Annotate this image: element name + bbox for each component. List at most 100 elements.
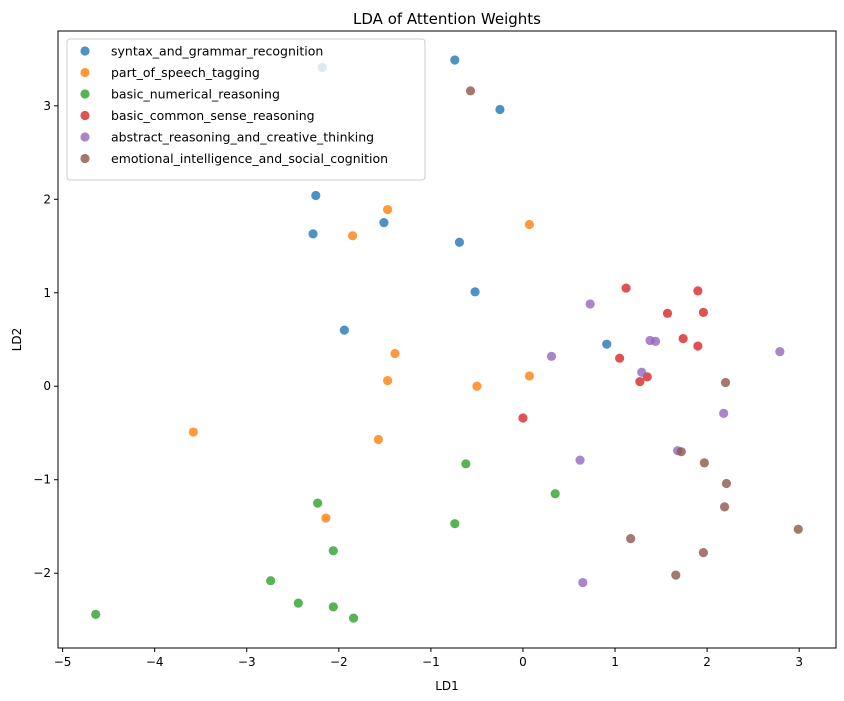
legend-label: basic_numerical_reasoning bbox=[111, 87, 280, 102]
data-point bbox=[676, 447, 686, 457]
data-point bbox=[373, 434, 384, 445]
data-point bbox=[472, 381, 482, 391]
x-tick-label: −1 bbox=[422, 655, 440, 669]
data-point bbox=[719, 502, 730, 512]
x-tick-label: 0 bbox=[519, 655, 527, 669]
data-point bbox=[308, 229, 318, 239]
data-point bbox=[699, 458, 709, 468]
data-point bbox=[348, 613, 359, 623]
legend-marker bbox=[80, 132, 90, 142]
data-point bbox=[293, 598, 303, 608]
data-point bbox=[518, 413, 528, 423]
legend-item: abstract_reasoning_and_creative_thinking bbox=[80, 130, 374, 145]
x-tick-label: −4 bbox=[146, 655, 164, 669]
data-point bbox=[91, 609, 101, 619]
data-point bbox=[348, 231, 358, 241]
data-point bbox=[524, 219, 535, 230]
legend: syntax_and_grammar_recognition part_of_sp… bbox=[66, 38, 426, 181]
x-axis-label: LD1 bbox=[435, 679, 459, 693]
legend-item: emotional_intelligence_and_social_cognit… bbox=[80, 151, 388, 166]
y-axis: −2 −1 0 1 2 3 bbox=[33, 99, 58, 580]
data-point bbox=[698, 548, 709, 558]
legend-label: part_of_speech_tagging bbox=[111, 65, 260, 80]
data-point bbox=[635, 376, 645, 387]
legend-item: syntax_and_grammar_recognition bbox=[80, 44, 323, 59]
x-tick-label: 1 bbox=[611, 655, 619, 669]
data-point bbox=[719, 408, 729, 418]
data-point bbox=[662, 308, 673, 318]
data-point bbox=[328, 602, 338, 612]
y-axis-label: LD2 bbox=[10, 328, 24, 352]
data-point bbox=[546, 351, 557, 361]
x-tick-label: 2 bbox=[703, 655, 711, 669]
data-point bbox=[678, 333, 688, 344]
y-tick-label: 0 bbox=[43, 379, 51, 393]
series-part_of_speech_tagging bbox=[188, 204, 535, 523]
data-point bbox=[321, 513, 331, 523]
data-point bbox=[461, 459, 471, 469]
data-point bbox=[793, 524, 803, 534]
legend-label: emotional_intelligence_and_social_cognit… bbox=[111, 151, 388, 166]
series-basic_numerical_reasoning bbox=[91, 459, 560, 623]
data-point bbox=[698, 307, 709, 317]
data-point bbox=[313, 498, 323, 508]
data-point bbox=[578, 577, 588, 588]
legend-item: part_of_speech_tagging bbox=[80, 65, 260, 80]
series-syntax_and_grammar_recognition bbox=[308, 55, 612, 349]
data-point bbox=[575, 455, 585, 465]
data-point bbox=[379, 218, 389, 228]
y-tick-label: −1 bbox=[33, 473, 51, 487]
data-point bbox=[721, 478, 732, 489]
data-point bbox=[495, 104, 505, 115]
legend-label: abstract_reasoning_and_creative_thinking bbox=[111, 130, 374, 145]
legend-label: basic_common_sense_reasoning bbox=[111, 108, 315, 123]
x-tick-label: −2 bbox=[330, 655, 348, 669]
data-point bbox=[383, 376, 393, 386]
data-point bbox=[671, 570, 681, 580]
x-tick-label: 3 bbox=[795, 655, 803, 669]
data-point bbox=[465, 86, 476, 96]
y-tick-label: −2 bbox=[33, 566, 51, 580]
legend-marker bbox=[80, 153, 90, 164]
data-point bbox=[720, 377, 731, 388]
data-point bbox=[650, 336, 661, 346]
data-point bbox=[775, 347, 785, 357]
data-point bbox=[383, 204, 393, 215]
data-point bbox=[328, 546, 338, 556]
y-tick-label: 1 bbox=[43, 286, 51, 300]
legend-box bbox=[66, 38, 426, 181]
data-point bbox=[450, 519, 460, 529]
legend-marker bbox=[80, 67, 90, 78]
data-point bbox=[524, 371, 535, 381]
data-point bbox=[602, 339, 612, 349]
plot-frame bbox=[57, 30, 837, 649]
data-point bbox=[266, 576, 276, 586]
data-point bbox=[626, 534, 636, 544]
legend-item: basic_common_sense_reasoning bbox=[80, 108, 315, 123]
data-point bbox=[454, 237, 465, 247]
data-point bbox=[450, 55, 460, 65]
legend-item: basic_numerical_reasoning bbox=[80, 87, 280, 102]
data-point bbox=[188, 427, 198, 437]
data-point bbox=[637, 367, 647, 377]
legend-marker bbox=[80, 46, 90, 56]
y-tick-label: 3 bbox=[43, 99, 51, 113]
series-basic_common_sense_reasoning bbox=[518, 283, 709, 423]
legend-marker bbox=[80, 89, 90, 99]
legend-marker bbox=[80, 110, 90, 121]
data-point bbox=[470, 287, 480, 297]
plot-area bbox=[91, 55, 803, 623]
x-axis: −5 −4 −3 −2 −1 0 1 2 3 bbox=[54, 648, 803, 669]
data-point bbox=[621, 283, 631, 293]
data-point bbox=[615, 353, 625, 363]
legend-label: syntax_and_grammar_recognition bbox=[111, 44, 323, 59]
data-point bbox=[550, 489, 560, 499]
data-point bbox=[585, 299, 595, 309]
data-point bbox=[339, 325, 349, 335]
series-emotional_intelligence_and_social_cognition bbox=[465, 86, 803, 580]
y-tick-label: 2 bbox=[43, 192, 51, 206]
data-point bbox=[693, 341, 703, 351]
series-abstract_reasoning_and_creative_thinking bbox=[546, 299, 785, 588]
chart-title: LDA of Attention Weights bbox=[353, 10, 541, 28]
